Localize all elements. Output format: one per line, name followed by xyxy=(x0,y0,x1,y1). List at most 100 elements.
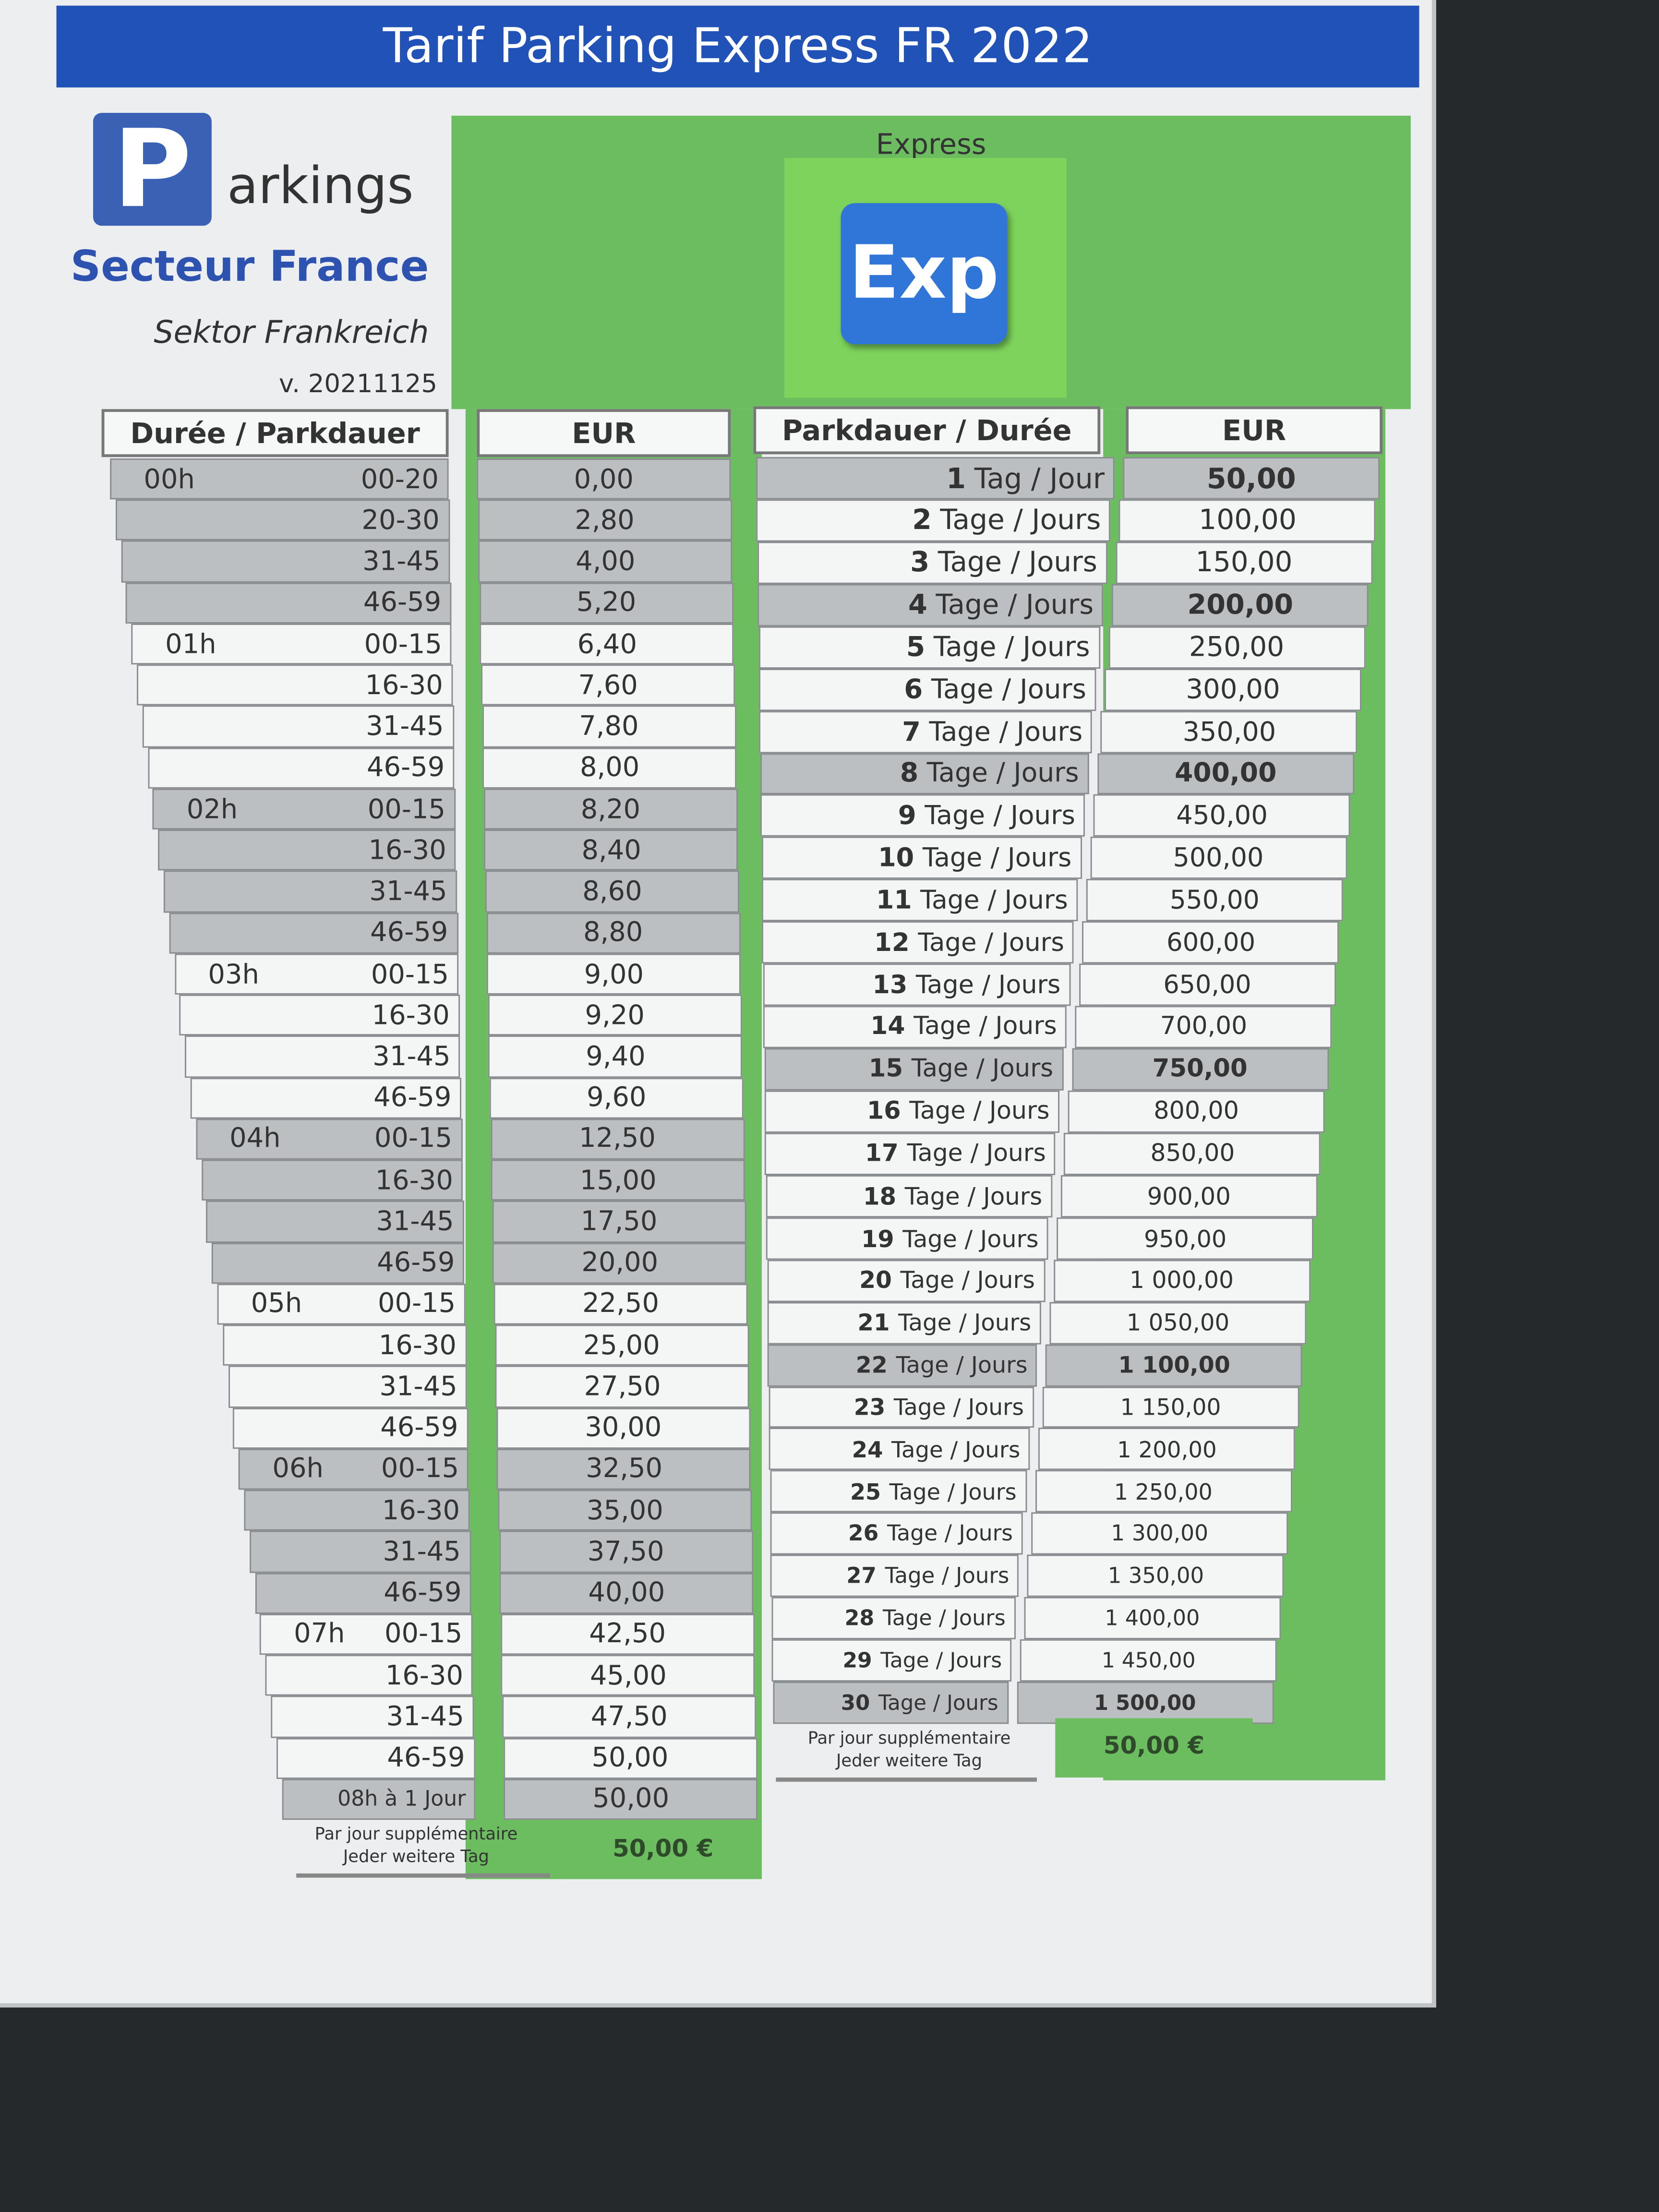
hourly-row-duration: 46-59 xyxy=(169,912,458,954)
daily-row-duration: 7 Tage / Jours xyxy=(759,710,1093,753)
hourly-row-duration: 31-45 xyxy=(249,1531,471,1573)
hourly-row-duration: 16-30 xyxy=(137,664,453,706)
logo-word: arkings xyxy=(227,158,414,216)
minutes-label: 16-30 xyxy=(375,1165,453,1196)
divider xyxy=(776,1777,1037,1782)
hourly-row-eur: 4,00 xyxy=(478,541,733,582)
daily-extra-day-note: Par jour supplémentaire Jeder weitere Ta… xyxy=(779,1727,1040,1772)
daily-row-eur: 500,00 xyxy=(1090,837,1347,879)
minutes-label: 16-30 xyxy=(382,1495,460,1526)
days-number: 6 xyxy=(904,673,923,706)
days-unit: Tage / Jours xyxy=(909,1097,1050,1126)
minutes-label: 16-30 xyxy=(365,670,443,701)
hourly-row-duration: 00h 00-20 xyxy=(110,458,449,500)
hourly-row-duration: 16-30 xyxy=(158,830,457,871)
days-unit: Tage / Jours xyxy=(893,1394,1024,1421)
daily-row-eur: 1 500,00 xyxy=(1016,1682,1274,1724)
hourly-row-eur: 9,00 xyxy=(487,953,741,995)
hourly-row-duration: 46-59 xyxy=(190,1077,461,1119)
daily-row-eur: 400,00 xyxy=(1097,752,1354,795)
hourly-row-eur: 7,60 xyxy=(481,664,735,706)
hourly-row-eur: 45,00 xyxy=(501,1655,756,1696)
hour-label: 03h xyxy=(208,958,259,990)
days-unit: Tage / Jours xyxy=(878,1691,998,1715)
hourly-row-duration: 06h 00-15 xyxy=(239,1448,469,1490)
daily-extra-day-price: 50,00 € xyxy=(1055,1718,1253,1778)
days-number: 26 xyxy=(848,1521,879,1547)
daily-row-duration: 9 Tage / Jours xyxy=(760,794,1085,837)
days-unit: Tage / Jours xyxy=(896,1351,1028,1379)
daily-row-eur: 1 100,00 xyxy=(1046,1344,1303,1386)
days-unit: Tage / Jours xyxy=(922,843,1072,873)
hourly-row-eur: 50,00 xyxy=(504,1779,758,1820)
divider xyxy=(296,1873,551,1878)
minutes-label: 46-59 xyxy=(370,917,448,949)
hourly-row-eur: 5,20 xyxy=(479,582,733,624)
daily-row-eur: 250,00 xyxy=(1108,626,1365,668)
hourly-extra-day-note: Par jour supplémentaire Jeder weitere Ta… xyxy=(282,1823,550,1868)
days-unit: Tag / Jour xyxy=(974,461,1105,495)
hourly-row-duration: 46-59 xyxy=(254,1572,472,1614)
hourly-row-duration: 46-59 xyxy=(233,1407,469,1449)
hourly-row-duration: 16-30 xyxy=(244,1490,470,1531)
hourly-row-eur: 35,00 xyxy=(498,1490,752,1531)
daily-row-duration: 12 Tage / Jours xyxy=(762,921,1074,964)
daily-row-eur: 300,00 xyxy=(1105,668,1361,710)
hourly-row-eur: 8,00 xyxy=(482,747,737,789)
daily-row-duration: 13 Tage / Jours xyxy=(763,963,1070,1006)
hourly-row-duration: 31-45 xyxy=(185,1036,461,1078)
daily-row-duration: 14 Tage / Jours xyxy=(763,1006,1067,1048)
minutes-label: 00-15 xyxy=(367,793,446,825)
hourly-row-duration: 16-30 xyxy=(201,1160,463,1201)
days-number: 23 xyxy=(854,1394,886,1421)
daily-row-duration: 4 Tage / Jours xyxy=(757,584,1104,626)
hourly-extra-day-price: 50,00 € xyxy=(564,1822,762,1879)
daily-row-eur: 700,00 xyxy=(1075,1006,1332,1048)
days-number: 10 xyxy=(878,843,914,873)
days-number: 11 xyxy=(876,885,912,915)
minutes-label: 31-45 xyxy=(373,1041,451,1072)
note-fr: Par jour supplémentaire xyxy=(314,1824,518,1844)
daily-row-duration: 28 Tage / Jours xyxy=(771,1597,1016,1640)
daily-row-duration: 23 Tage / Jours xyxy=(769,1386,1034,1429)
days-number: 19 xyxy=(861,1224,894,1252)
daily-row-duration: 10 Tage / Jours xyxy=(761,837,1082,879)
days-unit: Tage / Jours xyxy=(918,927,1065,958)
hour-label: 00h xyxy=(144,463,195,495)
minutes-label: 31-45 xyxy=(376,1206,454,1238)
hourly-row-eur: 12,50 xyxy=(490,1118,745,1160)
daily-row-eur: 1 450,00 xyxy=(1020,1639,1277,1682)
hourly-row-duration: 03h 00-15 xyxy=(174,953,459,995)
exp-badge-icon: Exp xyxy=(841,203,1008,345)
hourly-row-duration: 46-59 xyxy=(147,747,455,789)
days-unit: Tage / Jours xyxy=(887,1521,1013,1547)
daily-row-duration: 27 Tage / Jours xyxy=(770,1555,1019,1598)
hourly-row-eur: 8,80 xyxy=(486,912,740,954)
hourly-row-eur: 42,50 xyxy=(500,1613,755,1655)
hourly-row-duration: 31-45 xyxy=(206,1201,464,1242)
days-unit: Tage / Jours xyxy=(891,1436,1021,1463)
days-unit: Tage / Jours xyxy=(920,885,1068,915)
daily-duration-header: Parkdauer / Durée xyxy=(753,406,1101,455)
daily-row-duration: 1 Tag / Jour xyxy=(756,457,1115,500)
daily-row-eur: 450,00 xyxy=(1094,794,1350,837)
hourly-row-duration: 16-30 xyxy=(265,1655,473,1696)
daily-row-duration: 5 Tage / Jours xyxy=(758,626,1100,668)
daily-row-eur: 600,00 xyxy=(1082,921,1340,964)
minutes-label: 00-15 xyxy=(377,1288,456,1320)
days-number: 1 xyxy=(946,461,966,495)
hourly-row-duration: 46-59 xyxy=(126,582,451,624)
days-number: 12 xyxy=(874,927,910,958)
hourly-row-eur: 37,50 xyxy=(499,1531,753,1573)
days-unit: Tage / Jours xyxy=(940,504,1101,537)
days-number: 22 xyxy=(855,1351,888,1379)
days-unit: Tage / Jours xyxy=(880,1647,1002,1673)
minutes-label: 46-59 xyxy=(377,1247,455,1279)
note-de: Jeder weitere Tag xyxy=(343,1846,489,1867)
daily-row-eur: 950,00 xyxy=(1057,1217,1314,1260)
daily-row-duration: 26 Tage / Jours xyxy=(770,1513,1023,1555)
days-unit: Tage / Jours xyxy=(898,1309,1032,1336)
parkings-logo: P arkings Secteur France Sektor Frankrei… xyxy=(71,112,446,409)
days-number: 30 xyxy=(841,1691,870,1715)
daily-row-duration: 6 Tage / Jours xyxy=(759,668,1096,710)
